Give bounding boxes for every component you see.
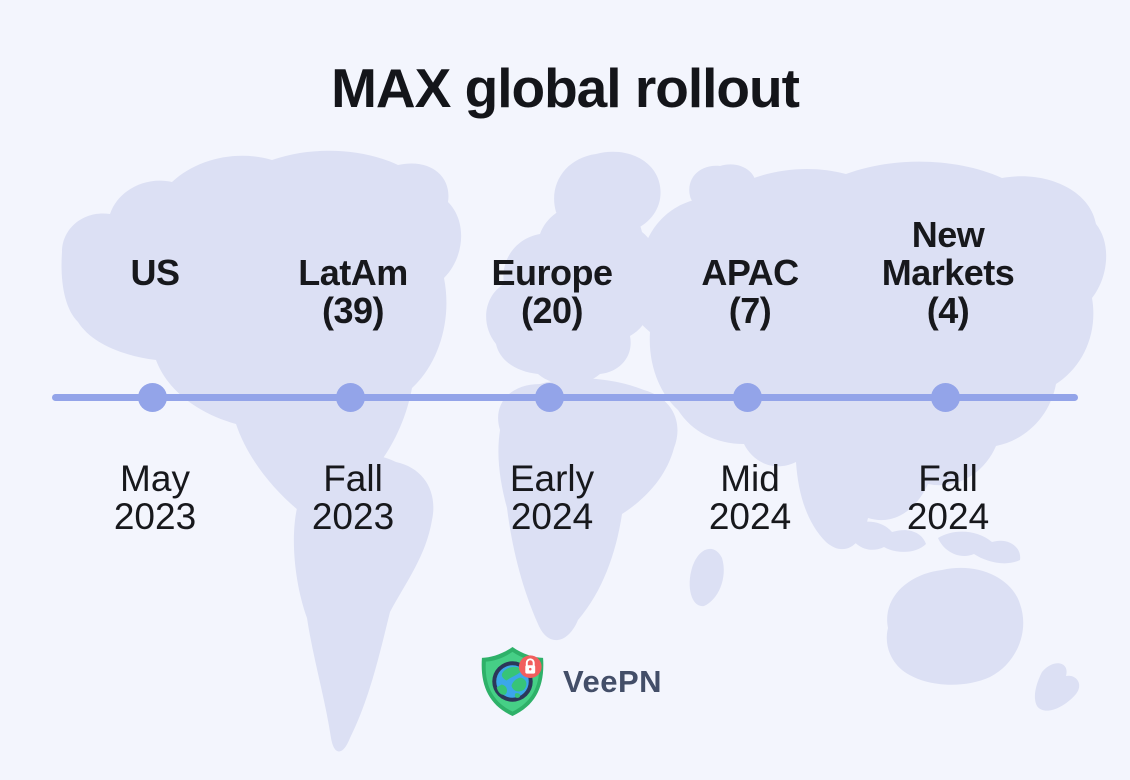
milestone-date-latam: Fall 2023: [258, 460, 448, 536]
date-period: Early: [509, 458, 595, 499]
milestone-label-new-markets: New Markets (4): [853, 216, 1043, 330]
date-period: May: [120, 458, 190, 499]
milestone-date-europe: Early 2024: [457, 460, 647, 536]
milestone-label-latam: LatAm (39): [258, 254, 448, 330]
timeline-dot-new-markets: [931, 383, 960, 412]
date-year: 2024: [510, 496, 594, 537]
brand-block: VeePN: [477, 644, 662, 719]
timeline-dot-latam: [336, 383, 365, 412]
milestone-date-new-markets: Fall 2024: [853, 460, 1043, 536]
milestone-date-apac: Mid 2024: [655, 460, 845, 536]
region-name: US: [130, 252, 180, 293]
timeline-dot-apac: [733, 383, 762, 412]
timeline-dot-us: [138, 383, 167, 412]
region-count: [60, 292, 250, 330]
milestone-label-apac: APAC (7): [655, 254, 845, 330]
date-period: Mid: [720, 458, 780, 499]
region-name: Europe: [491, 252, 613, 293]
timeline-line: [52, 394, 1078, 401]
region-name: New Markets: [881, 214, 1015, 293]
region-name: APAC: [701, 252, 799, 293]
region-count: (4): [926, 290, 970, 331]
date-period: Fall: [323, 458, 383, 499]
milestone-date-us: May 2023: [60, 460, 250, 536]
milestone-label-europe: Europe (20): [457, 254, 647, 330]
date-year: 2024: [708, 496, 792, 537]
region-name: LatAm: [298, 252, 408, 293]
region-count: (7): [728, 290, 772, 331]
date-year: 2023: [113, 496, 197, 537]
region-count: (39): [321, 290, 385, 331]
page-title: MAX global rollout: [331, 57, 800, 119]
timeline-dot-europe: [535, 383, 564, 412]
date-period: Fall: [918, 458, 978, 499]
region-count: (20): [520, 290, 584, 331]
date-year: 2024: [906, 496, 990, 537]
brand-name: VeePN: [563, 663, 663, 699]
milestone-label-us: US: [60, 254, 250, 330]
date-year: 2023: [311, 496, 395, 537]
veepn-shield-globe-lock-icon: [481, 646, 544, 717]
